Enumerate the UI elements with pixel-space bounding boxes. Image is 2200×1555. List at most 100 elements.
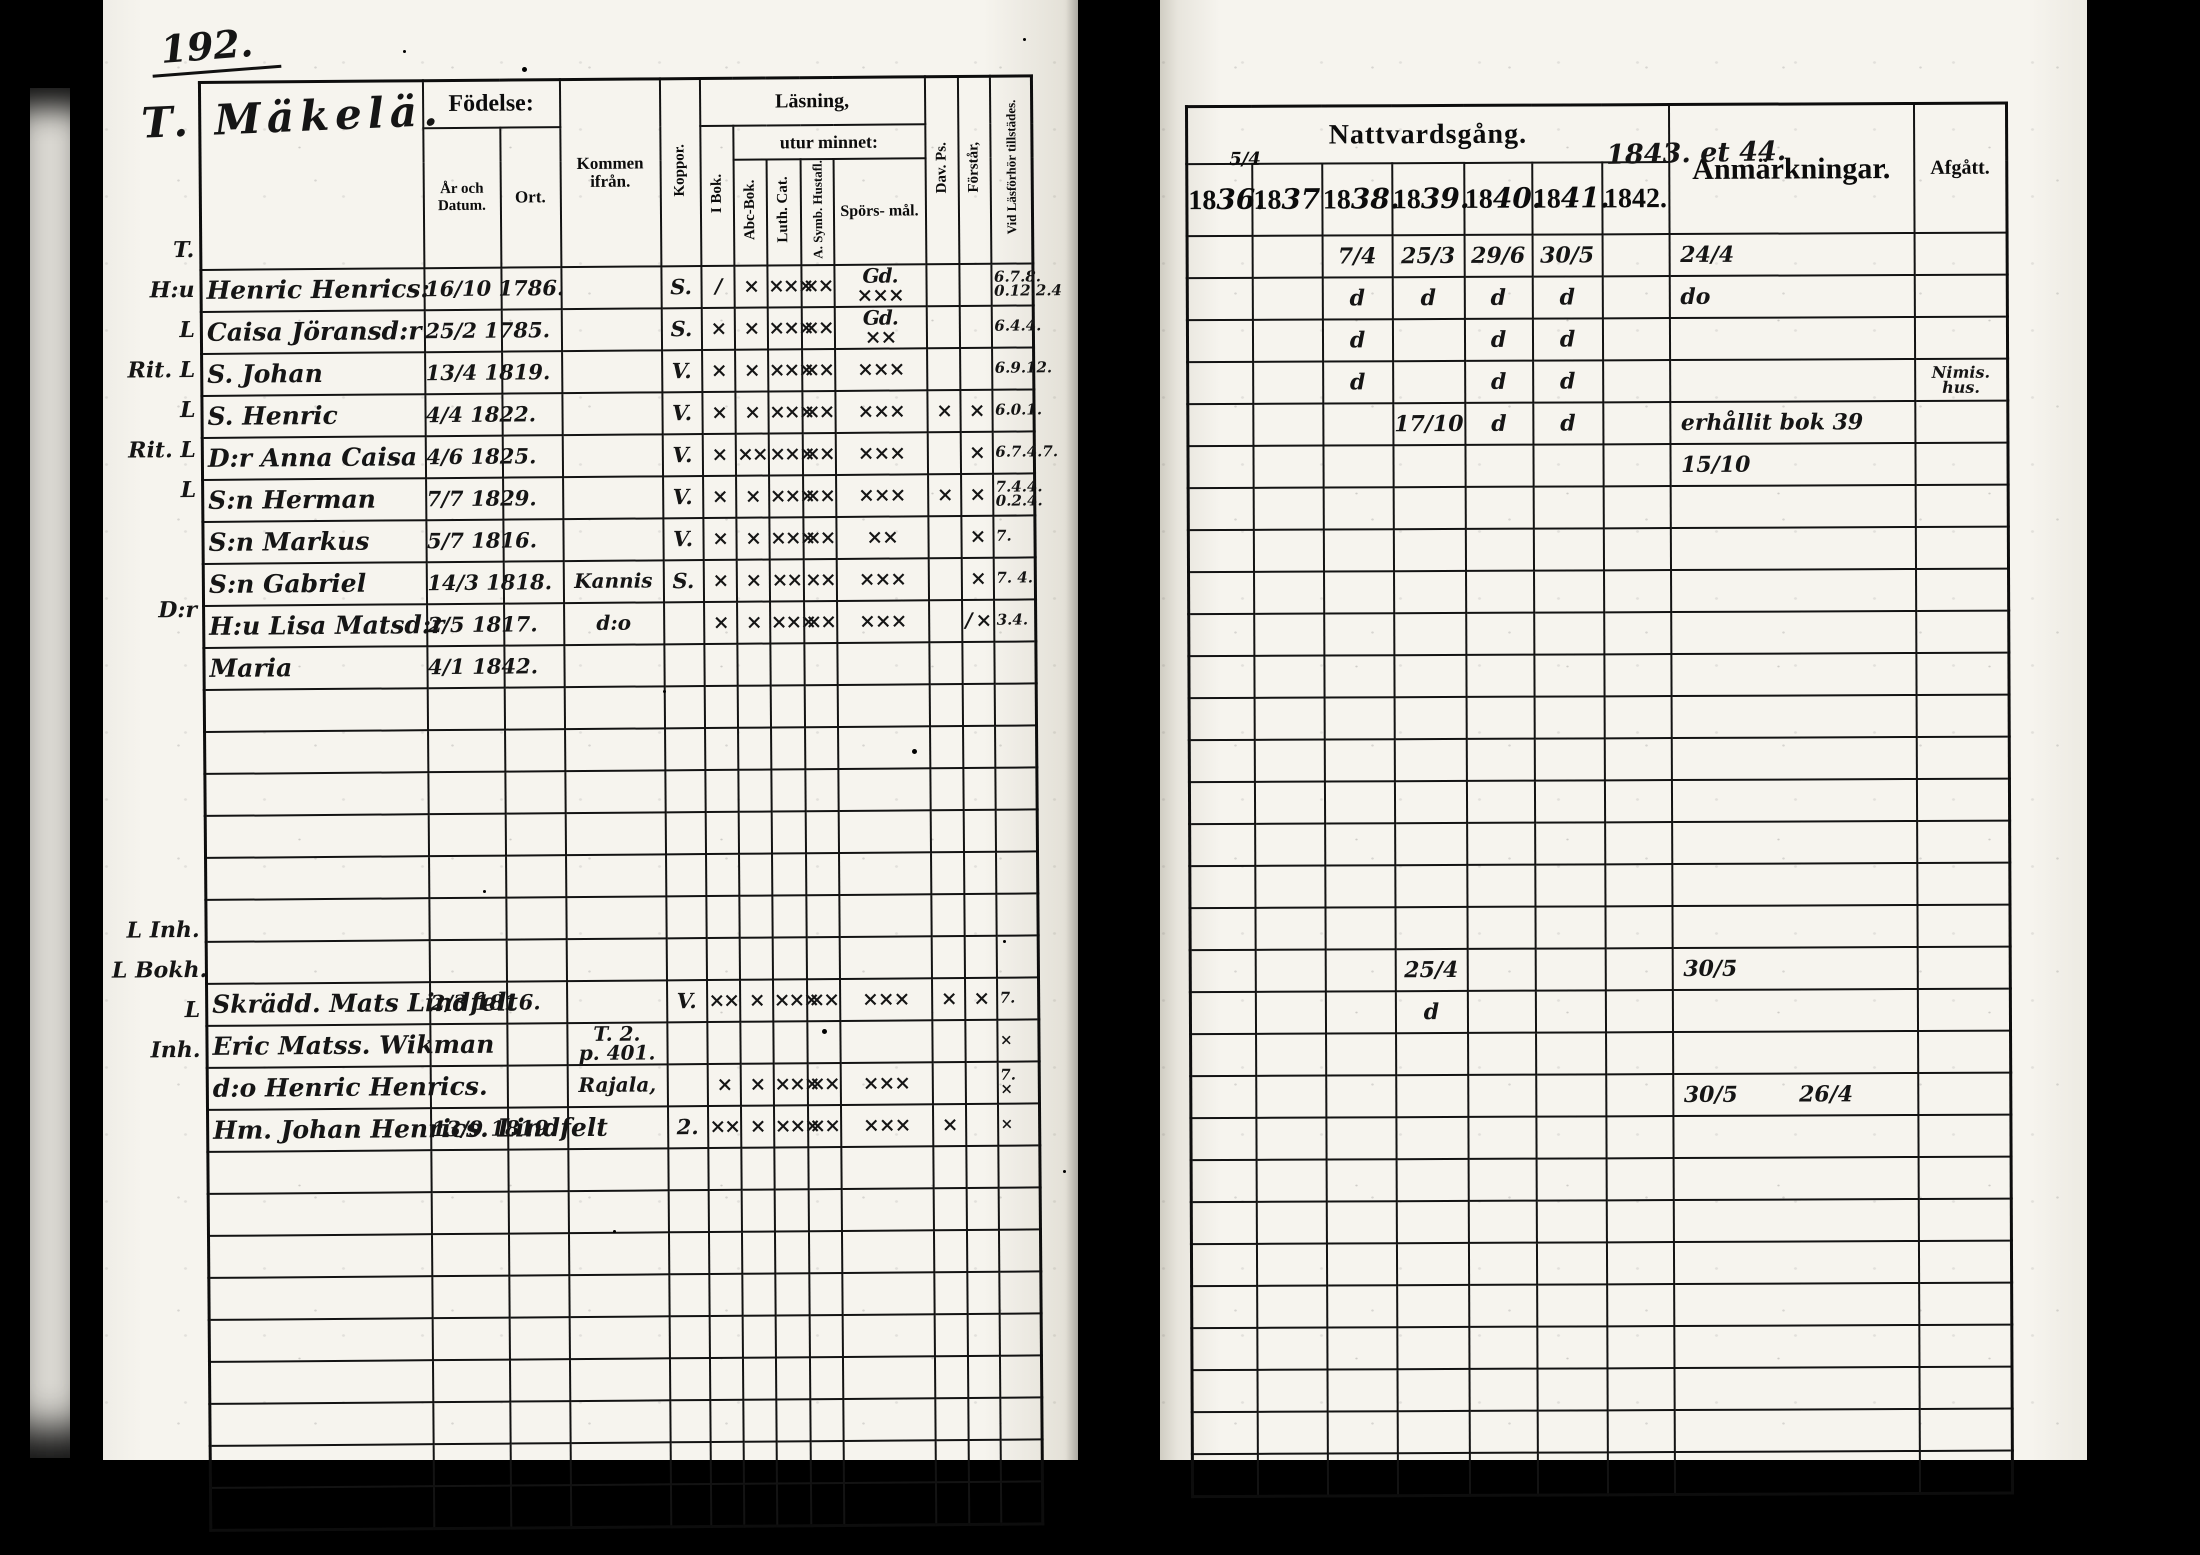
cell-symb: ×× [807,1062,841,1105]
right-table: Nattvardsgång. Anmärkningar. 1843. et 44… [1184,101,2015,1499]
cell-name [210,1443,434,1488]
cell-vid: 7. [992,515,1036,558]
cell-anm [1669,358,1915,403]
cell-abc [743,1441,777,1484]
cell-koppor [666,1021,708,1064]
cell-spors: ××× [839,977,932,1021]
cell-afg [1918,1198,2012,1241]
cell-anm [1673,1324,1920,1369]
cell-name: S:n Gabriel [203,561,427,606]
cell-y39: d [1395,990,1468,1034]
cell-vid [994,725,1037,768]
header-ort: Ort. [499,127,561,268]
cell-y41 [1536,1284,1607,1327]
cell-y37 [1254,697,1325,740]
record-row: S:n Herman 7/7 1829. V. × × ××× ×× ××× × × 7.4.4. … [202,473,1043,522]
cell-y40 [1468,1284,1537,1327]
cell-ort [508,1232,569,1276]
communion-row [1191,1282,2012,1329]
cell-name [209,1317,433,1362]
cell-vid: 7. [996,977,1039,1020]
cell-y42 [1606,1242,1674,1285]
cell-vid [995,851,1038,894]
cell-dav [934,1313,968,1356]
cell-koppor [663,643,705,686]
cell-y36 [1188,655,1255,699]
cell-spors: ××× [836,557,929,601]
cell-forst: × [961,557,994,600]
cell-y41 [1535,990,1606,1033]
cell-y39 [1395,1074,1468,1118]
cell-y39 [1394,696,1467,740]
cell-y38 [1324,739,1395,782]
cell-y37 [1254,739,1325,782]
cell-y37 [1252,445,1324,488]
cell-y42 [1602,234,1670,277]
cell-ibok: ×× [706,979,740,1022]
cell-ibok [704,685,738,728]
cell-y41 [1536,1158,1607,1201]
margin-note: D:r [158,597,198,624]
cell-abc: × [735,517,770,560]
cell-y40 [1466,906,1536,949]
cell-y36 [1189,781,1255,825]
record-row [205,893,1039,942]
cell-koppor [667,1147,709,1190]
cell-y36 [1191,1285,1257,1329]
cell-dav [929,683,963,726]
cell-forst [959,347,992,390]
cell-ibok [705,895,740,938]
cell-vid [997,1145,1041,1188]
cell-anm: do [1669,274,1915,319]
cell-y40 [1466,696,1535,739]
communion-row: 15/10 [1187,442,2009,489]
cell-abc [740,1147,775,1190]
cell-forst: × [960,473,993,516]
cell-symb [808,1188,842,1231]
cell-y37 [1255,1117,1327,1160]
record-row [209,1313,1042,1362]
cell-ibok: × [703,559,737,602]
cell-forst: × [960,431,993,474]
cell-spors: ××× [840,1061,933,1105]
cell-koppor: V. [661,391,703,434]
cell-y42 [1604,906,1673,949]
record-row [209,1397,1043,1446]
cell-luth [776,1482,811,1526]
communion-row [1191,1324,2013,1371]
cell-y37 [1253,613,1324,656]
cell-y36 [1187,445,1254,489]
year-printed: 18 [1188,185,1217,217]
cell-forst [963,809,996,852]
year-printed: 1842. [1603,183,1667,215]
cell-y41 [1535,1116,1607,1159]
cell-y38 [1324,907,1396,950]
cell-kommen [560,265,662,309]
cell-ort [509,1400,571,1444]
cell-afg [1916,862,2011,905]
cell-y40 [1464,444,1534,487]
cell-date [431,1191,509,1234]
cell-y37 [1253,487,1324,530]
year-header: 1840. [1463,162,1542,235]
cell-ibok [709,1357,743,1400]
cell-y38 [1324,697,1395,740]
cell-y40 [1469,1410,1538,1453]
cell-y41 [1535,1032,1606,1075]
cell-symb [805,894,840,937]
cell-spors: ××× [834,389,928,433]
cell-symb [809,1314,843,1357]
cell-koppor: V. [662,517,704,560]
cell-symb [810,1440,844,1483]
cell-date [428,813,506,856]
cell-dav [934,1397,969,1440]
cell-kommen [569,1357,670,1401]
cell-dav [928,557,962,600]
cell-koppor [665,853,706,896]
cell-dav [933,1229,967,1272]
cell-y37 [1256,1327,1327,1370]
right-page-content: Nattvardsgång. Anmärkningar. 1843. et 44… [1160,0,2093,1499]
cell-koppor [667,1063,708,1106]
cell-y38: d [1322,319,1393,362]
cell-ort [510,1442,571,1486]
